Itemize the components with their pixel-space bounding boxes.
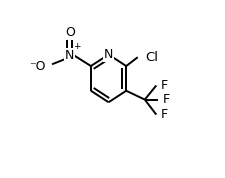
Text: F: F	[160, 79, 167, 92]
Text: N: N	[104, 48, 113, 61]
Text: O: O	[65, 26, 74, 39]
Text: N: N	[65, 49, 74, 62]
Text: ⁻O: ⁻O	[29, 60, 46, 73]
Text: Cl: Cl	[145, 51, 158, 64]
Text: F: F	[160, 108, 167, 121]
Text: +: +	[73, 42, 81, 51]
Text: F: F	[162, 93, 169, 106]
